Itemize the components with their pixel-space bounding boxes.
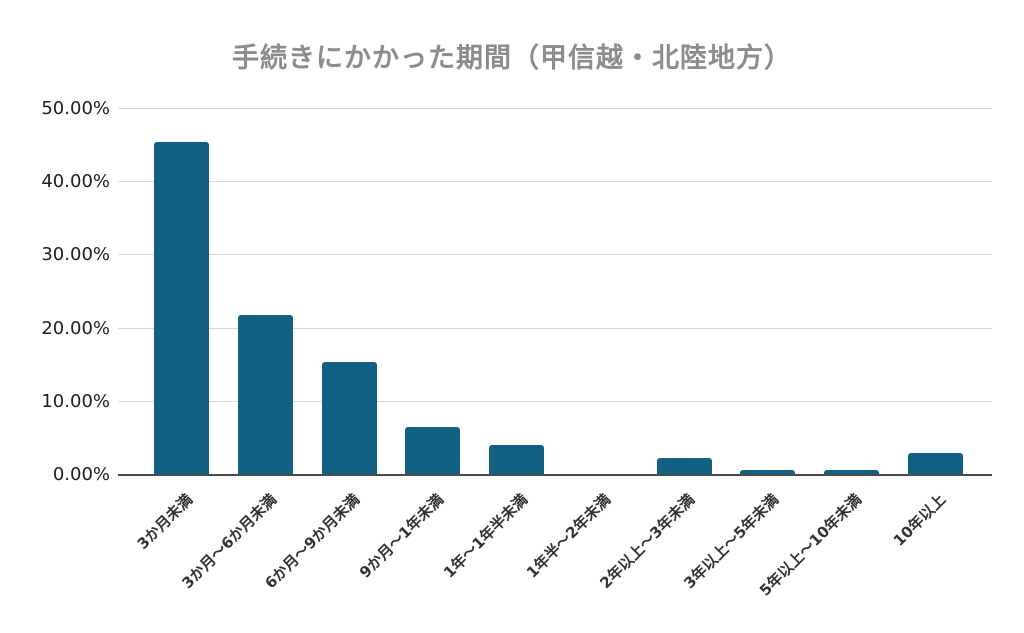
gridline: [118, 108, 992, 109]
bars-row: [118, 109, 992, 475]
x-category-label: 10年以上: [890, 490, 950, 550]
y-tick-label: 10.00%: [41, 390, 110, 412]
bar-slot: [810, 109, 894, 475]
y-tick-label: 20.00%: [41, 317, 110, 339]
y-tick-label: 40.00%: [41, 171, 110, 193]
y-axis: 0.00% 10.00% 20.00% 30.00% 40.00% 50.00%: [0, 98, 110, 485]
bar-3か月～6か月未満: [238, 315, 294, 475]
gridline: [118, 327, 992, 329]
x-axis-labels: 3か月未満 3か月～6か月未満 6か月～9か月未満 9か月～1年未満 1年～1年半未満 1…: [118, 479, 992, 629]
gridline: [118, 254, 992, 256]
bar-3年以上～5年未満: [740, 470, 796, 475]
bar-9か月～1年未満: [405, 426, 461, 475]
chart-title: 手続きにかかった期間（甲信越・北陸地方）: [232, 43, 792, 74]
bar-slot: [140, 109, 224, 475]
x-label-slot: 10年以上: [890, 479, 977, 629]
bar-slot: [475, 109, 559, 475]
x-axis-line: [118, 474, 992, 476]
bar-slot: [391, 109, 475, 475]
bar-2年以上～3年未満: [656, 458, 712, 475]
bar-slot: [307, 109, 391, 475]
y-tick-label: 30.00%: [41, 244, 110, 266]
gridline: [118, 181, 992, 183]
bar-1年～1年半未満: [489, 445, 545, 475]
bar-slot: [559, 109, 643, 475]
bar-3か月未満: [154, 142, 210, 475]
x-label-slot: 5年以上～10年未満: [756, 479, 894, 629]
bar-6か月～9か月未満: [321, 361, 377, 475]
x-category-label: 3か月未満: [133, 490, 196, 553]
y-tick-label: 0.00%: [52, 464, 110, 485]
gridline: [118, 400, 992, 402]
bar-slot: [642, 109, 726, 475]
bar-slot: [726, 109, 810, 475]
bar-5年以上～10年未満: [823, 470, 879, 475]
bar-slot: [224, 109, 308, 475]
bar-10年以上: [907, 453, 963, 475]
y-tick-label: 50.00%: [41, 98, 110, 119]
bar-slot: [893, 109, 977, 475]
plot-area: [118, 108, 992, 476]
